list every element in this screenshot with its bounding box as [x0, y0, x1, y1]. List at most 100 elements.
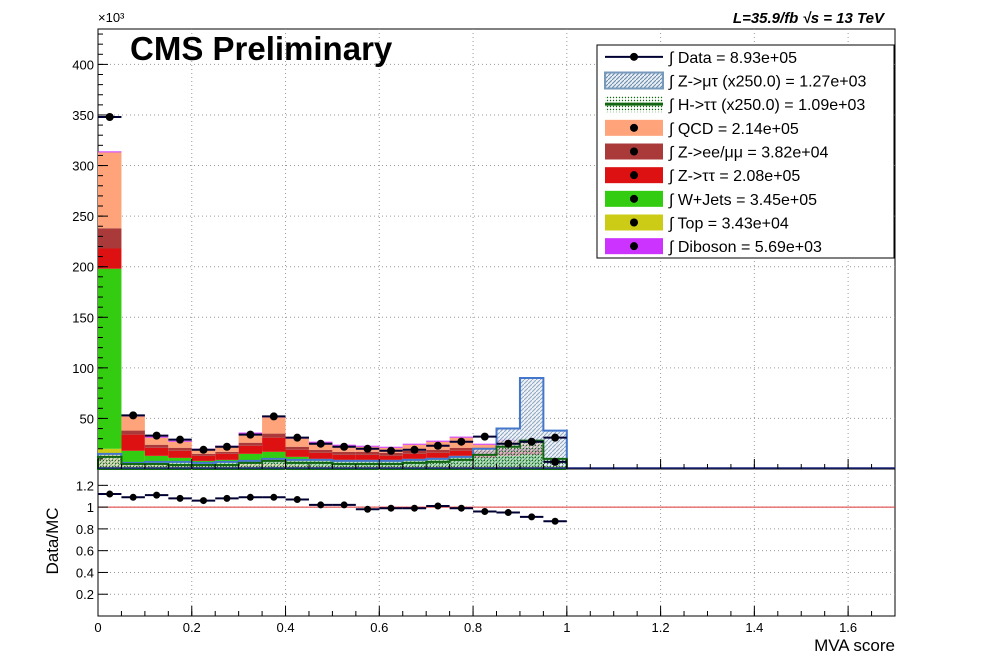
ratio-point	[551, 517, 559, 525]
data-point	[246, 430, 255, 439]
stack-bar	[473, 444, 497, 451]
ratio-point	[106, 490, 114, 498]
data-point	[176, 435, 185, 444]
stack-bar	[168, 441, 192, 448]
legend: ∫ Data = 8.93e+05 ∫ Z->μτ (x250.0) = 1.27…	[596, 44, 895, 259]
data-point	[387, 446, 396, 455]
experiment-label: CMS Preliminary	[130, 30, 393, 67]
legend-marker-dot	[630, 194, 638, 203]
ratio-points	[98, 490, 895, 525]
ratio-point	[270, 493, 278, 501]
stack-bar	[168, 447, 192, 451]
ratio-frame-rect	[97, 468, 896, 617]
lumi-label: L=35.9/fb √s = 13 TeV	[733, 10, 886, 27]
ratio-point	[199, 497, 207, 505]
stack-bar	[379, 455, 403, 460]
legend-marker-dot	[630, 52, 638, 61]
legend-entry-label: ∫ Z->μτ (x250.0) = 1.27e+03	[668, 74, 866, 91]
stack-bar	[121, 430, 145, 435]
x-tick-label: 0.8	[464, 620, 482, 635]
ratio-point	[528, 513, 536, 521]
stack-bar	[98, 248, 122, 269]
stack-bar	[449, 447, 474, 451]
ratio-point	[129, 493, 137, 501]
legend-marker-dot	[630, 147, 638, 156]
stack-bar	[144, 437, 169, 445]
data-point	[316, 439, 325, 448]
ratio-point	[246, 493, 254, 501]
ratio-point	[387, 504, 395, 512]
stack-bar	[121, 416, 145, 431]
data-point	[504, 439, 513, 448]
legend-entry-label: ∫ Top = 3.43e+04	[668, 216, 789, 233]
ratio-y-tick-label: 0.4	[76, 565, 94, 580]
data-point	[527, 437, 536, 446]
ratio-point	[340, 501, 348, 509]
y-exponent: ×10³	[98, 10, 125, 25]
data-point	[363, 444, 372, 453]
stack-bar	[426, 452, 450, 458]
data-point	[222, 442, 231, 451]
x-tick-label: 1.2	[652, 620, 670, 635]
stack-bar	[355, 454, 380, 460]
background-stack	[98, 151, 567, 469]
stack-bar	[426, 449, 450, 453]
legend-entry-label: ∫ QCD = 2.14e+05	[668, 121, 799, 138]
legend-marker-dot	[630, 218, 638, 227]
data-point	[480, 432, 489, 441]
ratio-point	[317, 501, 325, 509]
legend-entry-label: ∫ Diboson = 5.69e+03	[668, 239, 822, 256]
legend-swatch	[604, 71, 664, 90]
y-tick-label: 150	[72, 310, 94, 325]
ratio-point	[504, 509, 512, 517]
x-axis-label: MVA score	[814, 636, 895, 655]
stack-bar	[121, 450, 145, 463]
data-point	[340, 442, 349, 451]
data-point	[105, 113, 114, 121]
stack-bar	[98, 228, 122, 249]
stack-bar	[449, 450, 474, 456]
stack-bar	[332, 451, 356, 455]
stack-bar	[355, 451, 380, 455]
stack-bar	[191, 453, 216, 456]
ratio-grid	[98, 469, 895, 616]
stack-bar	[473, 443, 497, 445]
y-tick-label: 350	[72, 108, 94, 123]
x-tick-label: 1	[563, 620, 570, 635]
stack-bar	[215, 451, 239, 454]
stack-bar	[238, 453, 263, 464]
x-tick-label: 0.4	[276, 620, 294, 635]
ratio-point	[153, 491, 161, 499]
ratio-y-tick-label: 0.8	[76, 522, 94, 537]
data-point	[457, 437, 466, 446]
ratio-point	[481, 507, 489, 515]
stack-bar	[144, 447, 169, 456]
ratio-point	[176, 494, 184, 502]
ratio-y-tick-label: 0.2	[76, 587, 94, 602]
data-point	[129, 411, 138, 420]
stack-bar	[308, 449, 333, 453]
ratio-point	[410, 504, 418, 512]
stack-bar	[285, 446, 309, 450]
y-tick-label: 250	[72, 209, 94, 224]
stack-bar	[332, 454, 356, 460]
legend-entry-label: ∫ Data = 8.93e+05	[668, 50, 797, 67]
legend-marker-dot	[630, 242, 638, 251]
data-point	[551, 433, 560, 442]
stack-bar	[262, 437, 286, 452]
stack-bar	[98, 152, 122, 229]
y-axis-label-ratio: Data/MC	[43, 507, 62, 574]
legend-entry-label: ∫ Z->ττ = 2.08e+05	[668, 168, 800, 185]
data-points	[98, 113, 567, 466]
ratio-y-tick-label: 0.6	[76, 544, 94, 559]
legend-marker-dot	[630, 171, 638, 180]
main-axes: 50 100 150 200 250 300 350 400	[72, 33, 873, 469]
stack-bar	[215, 453, 239, 460]
data-point	[551, 457, 560, 466]
y-tick-label: 300	[72, 159, 94, 174]
stack-bar	[238, 442, 263, 446]
stack-bar	[262, 433, 286, 438]
stack-bar	[144, 444, 169, 448]
data-point	[269, 412, 278, 421]
y-tick-label: 100	[72, 361, 94, 376]
